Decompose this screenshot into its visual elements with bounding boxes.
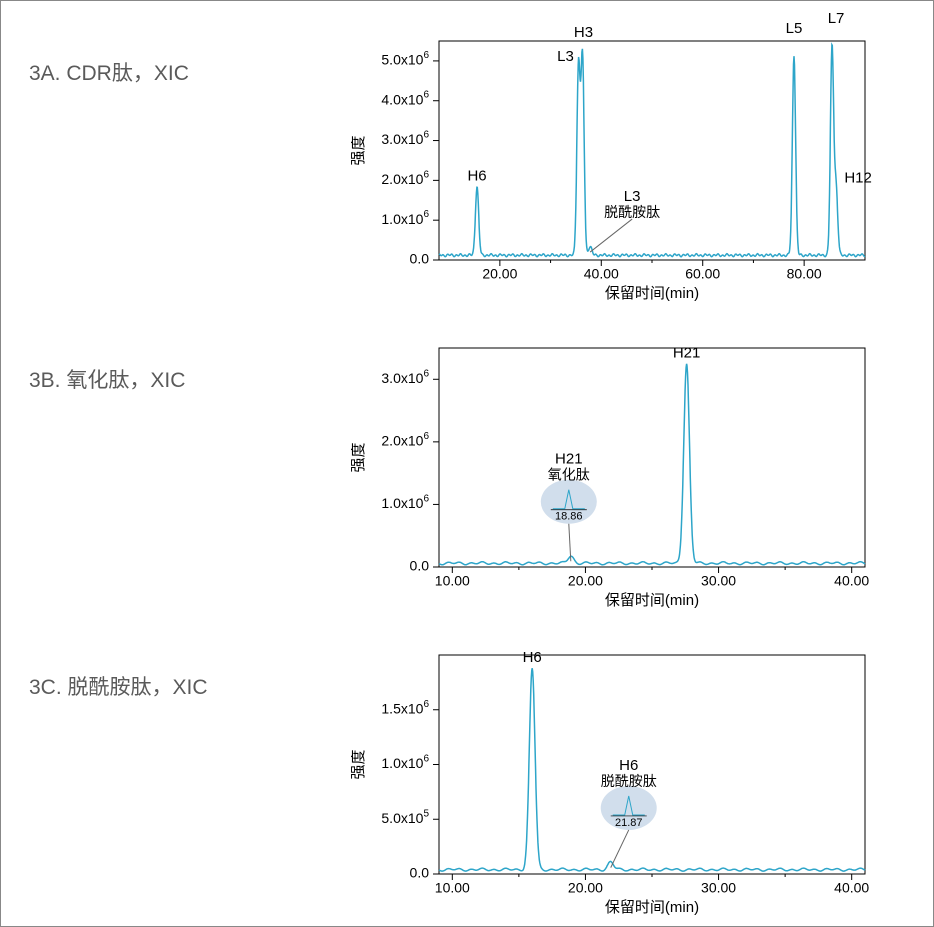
chart-panel-C: 10.00 20.00 30.00 40.00 0.0 5.0x105 1.0x106 1.5… <box>351 625 891 920</box>
peak-label-H6: H6 <box>523 649 542 666</box>
ytick-label: 1.0x106 <box>381 754 429 772</box>
xtick-label: 40.00 <box>834 879 869 895</box>
xtick-label: 60.00 <box>685 265 720 281</box>
peak-label-L3: L3 <box>557 48 574 65</box>
peak-label-H21: H21 <box>555 451 583 468</box>
inset-value: 21.87 <box>615 817 643 829</box>
peak-sublabel: 氧化肽 <box>548 467 590 483</box>
chart-wrap-C: 10.00 20.00 30.00 40.00 0.0 5.0x105 1.0x106 1.5… <box>351 625 913 920</box>
xtick-label: 30.00 <box>701 572 736 588</box>
x-axis-title: 保留时间(min) <box>605 285 699 302</box>
peak-label-H12: H12 <box>844 169 872 186</box>
ytick-label: 3.0x106 <box>381 130 429 148</box>
xtick-label: 20.00 <box>568 879 603 895</box>
chart-panel-A: 20.00 40.00 60.00 80.00 0.0 1.0x106 2.0x106 3.0… <box>351 11 891 306</box>
ytick-label: 4.0x106 <box>381 90 429 108</box>
peak-label-H6: H6 <box>619 757 638 774</box>
chart-wrap-A: 20.00 40.00 60.00 80.00 0.0 1.0x106 2.0x106 3.0… <box>351 11 913 306</box>
peak-label-H3: H3 <box>574 24 593 41</box>
x-axis-title: 保留时间(min) <box>605 899 699 916</box>
ytick-label: 1.0x106 <box>381 494 429 512</box>
ytick-label: 1.0x106 <box>381 209 429 227</box>
xtick-label: 10.00 <box>435 572 470 588</box>
inset-value: 18.86 <box>555 511 583 523</box>
panel-title-B: 3B. 氧化肽，XIC <box>21 318 351 394</box>
peak-label-L5: L5 <box>786 20 803 37</box>
ytick-label: 2.0x106 <box>381 431 429 449</box>
ytick-label: 0.0 <box>410 558 430 574</box>
xtick-label: 20.00 <box>568 572 603 588</box>
peak-sublabel: 脱酰胺肽 <box>604 204 660 220</box>
ytick-label: 5.0x105 <box>381 808 429 826</box>
peak-label-H21: H21 <box>673 345 701 362</box>
panel-title-A: 3A. CDR肽，XIC <box>21 11 351 87</box>
panel-row-A: 3A. CDR肽，XIC 20.00 40.00 60.00 80.00 0.0 1.0x1… <box>21 11 913 306</box>
ytick-label: 2.0x106 <box>381 170 429 188</box>
peak-label-L7: L7 <box>828 11 845 27</box>
peak-label-H6: H6 <box>467 167 486 184</box>
panel-row-C: 3C. 脱酰胺肽，XIC 10.00 20.00 30.00 40.00 0.0 5.0x1… <box>21 625 913 920</box>
panel-row-B: 3B. 氧化肽，XIC 10.00 20.00 30.00 40.00 0.0 1.0x10… <box>21 318 913 613</box>
y-axis-title: 强度 <box>351 135 367 165</box>
ytick-label: 0.0 <box>410 251 430 267</box>
xtick-label: 20.00 <box>482 265 517 281</box>
xtick-label: 30.00 <box>701 879 736 895</box>
peak-label-L3: L3 <box>624 188 641 205</box>
chart-panel-B: 10.00 20.00 30.00 40.00 0.0 1.0x106 2.0x106 3.0… <box>351 318 891 613</box>
y-axis-title: 强度 <box>351 442 367 472</box>
y-axis-title: 强度 <box>351 749 367 779</box>
panel-title-C: 3C. 脱酰胺肽，XIC <box>21 625 351 701</box>
x-axis-title: 保留时间(min) <box>605 592 699 609</box>
ytick-label: 3.0x106 <box>381 368 429 386</box>
xtick-label: 40.00 <box>584 265 619 281</box>
peak-sublabel: 脱酰胺肽 <box>601 773 657 789</box>
ytick-label: 1.5x106 <box>381 699 429 717</box>
ytick-label: 0.0 <box>410 865 430 881</box>
xtick-label: 80.00 <box>787 265 822 281</box>
figure-container: 3A. CDR肽，XIC 20.00 40.00 60.00 80.00 0.0 1.0x1… <box>1 1 933 926</box>
xtick-label: 10.00 <box>435 879 470 895</box>
ytick-label: 5.0x106 <box>381 50 429 68</box>
xtick-label: 40.00 <box>834 572 869 588</box>
chart-wrap-B: 10.00 20.00 30.00 40.00 0.0 1.0x106 2.0x106 3.0… <box>351 318 913 613</box>
